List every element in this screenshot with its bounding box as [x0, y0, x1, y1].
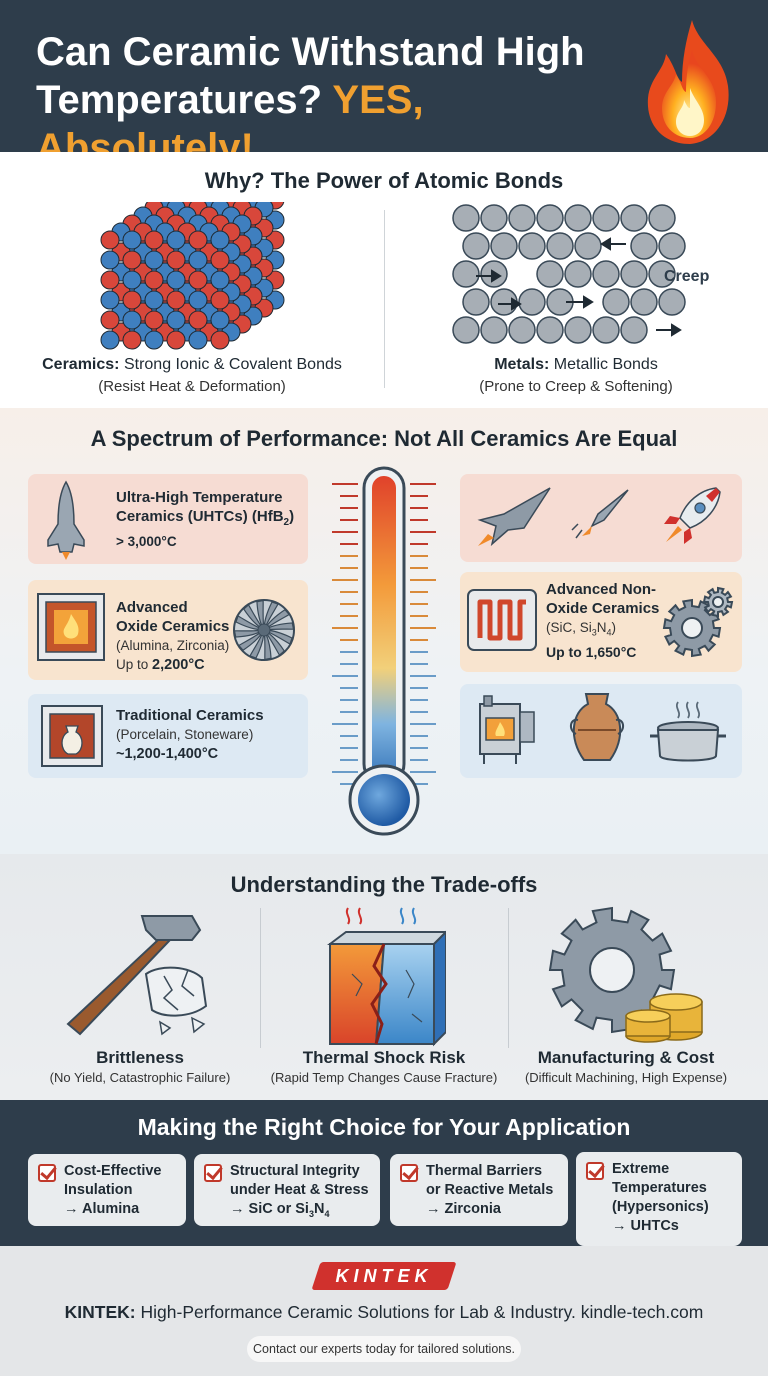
furnace-icon [479, 695, 535, 764]
card-uhtc: Ultra-High Temperature Ceramics (UHTCs) … [28, 474, 308, 564]
flame-icon [647, 20, 729, 144]
choice-card-sic: Structural Integrity under Heat & Stress … [194, 1154, 380, 1226]
tradeoff-brittleness: Brittleness (No Yield, Catastrophic Fail… [49, 1048, 231, 1085]
card-uhtc-applications [460, 474, 742, 562]
footer: KINTEK KINTEK: High-Performance Ceramic … [0, 1246, 768, 1376]
card-nonoxide: Advanced Non- Oxide Ceramics (SiC, Si3N4… [460, 572, 742, 672]
choice-card-alumina: Cost-Effective Insulation → Alumina [28, 1154, 186, 1226]
card-traditional-applications [460, 684, 742, 778]
metal-lattice-icon [452, 204, 686, 344]
checkbox-icon [204, 1164, 222, 1182]
vase-icon [570, 693, 624, 761]
gears-icon [662, 586, 734, 658]
choice-card-uhtcs: Extreme Temperatures (Hypersonics) → UHTCs [576, 1152, 742, 1246]
ceramic-lattice-icon [100, 202, 285, 350]
turbine-icon [233, 599, 295, 661]
kiln-vase-icon [41, 705, 103, 767]
missile-icon [571, 489, 629, 542]
contact-button[interactable]: Contact our experts today for tailored s… [247, 1336, 521, 1362]
atomic-bonds-section: Why? The Power of Atomic Bonds Creep Cer… [0, 152, 768, 408]
divider [508, 908, 509, 1048]
choice-section: Making the Right Choice for Your Applica… [0, 1100, 768, 1246]
checkbox-icon [586, 1162, 604, 1180]
section-title-choice: Making the Right Choice for Your Applica… [137, 1114, 631, 1140]
tagline: KINTEK: High-Performance Ceramic Solutio… [64, 1302, 704, 1322]
pot-icon [650, 701, 726, 762]
gear-coins-icon [548, 906, 703, 1043]
thermal-shock-block-icon [327, 907, 446, 1047]
metals-caption: Metals: Metallic Bonds (Prone to Creep &… [479, 356, 673, 395]
divider [384, 210, 385, 388]
heating-element-icon [467, 589, 537, 651]
page-title: Can Ceramic Withstand High Temperatures?… [36, 30, 585, 170]
divider [260, 908, 261, 1048]
tradeoffs-section: Understanding the Trade-offs [0, 854, 768, 1100]
choice-card-zirconia: Thermal Barriers or Reactive Metals → Zirc… [390, 1154, 568, 1226]
tradeoff-manufacturing-cost: Manufacturing & Cost (Difficult Machinin… [524, 1048, 728, 1085]
thermometer-icon [332, 466, 436, 836]
kiln-icon [37, 593, 105, 661]
rocket-icon [664, 487, 721, 544]
section-title-bonds: Why? The Power of Atomic Bonds [204, 168, 564, 193]
jet-icon [477, 487, 551, 547]
creep-label: Creep [664, 268, 710, 285]
header: Can Ceramic Withstand High Temperatures?… [0, 0, 768, 170]
space-shuttle-icon [47, 480, 85, 560]
tradeoff-thermal-shock: Thermal Shock Risk (Rapid Temp Changes C… [270, 1048, 498, 1085]
ceramics-caption: Ceramics: Strong Ionic & Covalent Bonds … [42, 356, 342, 395]
section-title-spectrum: A Spectrum of Performance: Not All Ceram… [90, 426, 678, 451]
hammer-icon [66, 915, 208, 1036]
card-oxide: Advanced Oxide Ceramics (Alumina, Zircon… [28, 580, 308, 680]
checkbox-icon [38, 1164, 56, 1182]
checkbox-icon [400, 1164, 418, 1182]
kintek-logo: KINTEK [311, 1262, 457, 1290]
card-traditional: Traditional Ceramics (Porcelain, Stonewa… [28, 694, 308, 778]
spectrum-section: A Spectrum of Performance: Not All Ceram… [0, 408, 768, 854]
section-title-tradeoffs: Understanding the Trade-offs [230, 872, 538, 897]
